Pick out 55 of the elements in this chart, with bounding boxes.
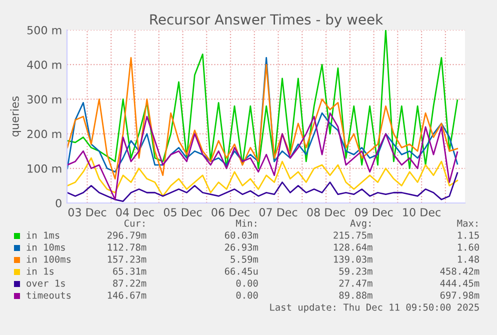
text: 89.88m (339, 292, 372, 299)
text: Last update: Thu Dec 11 09:50:00 2025 (270, 303, 479, 313)
y-tick-label: 0 (56, 198, 62, 208)
x-tick-label: 07 Dec (259, 208, 298, 216)
line-series (67, 157, 458, 197)
x-tick-label: 06 Dec (212, 208, 250, 216)
text: 26.93m (225, 244, 258, 251)
y-tick-label: 400 m (27, 60, 62, 69)
text: 458.42m (440, 268, 480, 275)
text: 87.22m (113, 280, 146, 287)
text: 296.79m (108, 232, 146, 239)
line-series (67, 30, 458, 170)
y-tick-label: 300 m (27, 95, 62, 104)
text: 27.47m (339, 280, 372, 287)
legend-label: timeouts (26, 291, 71, 299)
text: 128.64m (334, 244, 372, 251)
legend-label: over 1s (26, 280, 65, 287)
text: 697.98m (440, 292, 480, 299)
line-series (67, 112, 458, 200)
text: 5.59m (230, 256, 258, 263)
legend-label: in 1s (26, 267, 54, 275)
text: 60.03m (224, 232, 258, 239)
text: 139.03m (334, 256, 372, 263)
text: 157.23m (108, 256, 146, 263)
legend-label: in 10ms (26, 243, 65, 251)
x-tick-label: 08 Dec (307, 208, 345, 216)
text: 112.78m (108, 244, 146, 251)
text: 0.00 (236, 292, 258, 299)
x-tick-label: 10 Dec (403, 208, 440, 216)
text: 0.00 (236, 280, 258, 287)
y-tick-label: 200 m (27, 130, 62, 138)
text: Min: (236, 219, 256, 227)
text: Avg: (350, 220, 370, 229)
y-axis-title: queries (10, 96, 22, 136)
text: 146.67m (108, 292, 146, 299)
text: 215.75m (334, 232, 372, 239)
x-tick-label: 04 Dec (116, 208, 154, 216)
text: 65.31m (113, 268, 146, 275)
text: 66.45u (224, 268, 258, 275)
x-tick-label: 03 Dec (68, 208, 106, 216)
text: 1.48 (458, 256, 479, 263)
text: 1.60 (458, 244, 479, 251)
y-tick-label: 500 m (27, 26, 62, 34)
text: Max: (457, 220, 478, 227)
chart-title: Recursor Answer Times - by week (150, 14, 384, 28)
line-series (67, 172, 458, 202)
y-tick-label: 100 m (28, 164, 62, 173)
text: Cur: (124, 220, 144, 227)
legend-label: in 1ms (26, 231, 60, 239)
legend-label: in 100ms (26, 255, 71, 263)
x-tick-label: 09 Dec (354, 208, 393, 216)
text: 1.15 (458, 232, 479, 239)
text: 444.45m (440, 280, 480, 287)
x-tick-label: 05 Dec (164, 208, 202, 216)
text: 59.23m (339, 268, 372, 275)
